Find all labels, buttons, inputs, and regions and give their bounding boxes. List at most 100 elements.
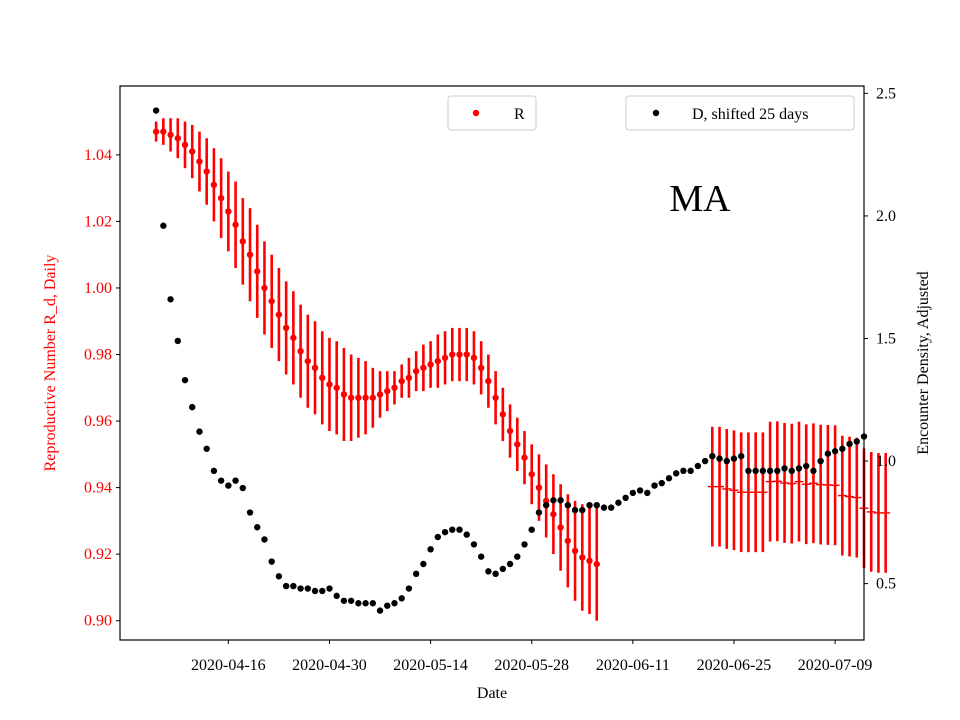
r-point: [232, 221, 239, 228]
d-point: [571, 506, 579, 514]
d-point: [311, 587, 319, 595]
legend-d: D, shifted 25 days: [625, 95, 855, 131]
d-point: [738, 452, 745, 460]
d-point: [831, 448, 839, 455]
d-point: [752, 467, 759, 475]
r-point: [528, 471, 535, 478]
r-point: [376, 391, 384, 398]
r-point: [391, 384, 398, 391]
r-point: [246, 251, 254, 258]
right-y-axis-label: Encounter Density, Adjusted: [915, 271, 932, 454]
d-point: [622, 494, 629, 502]
r-point: [586, 557, 593, 565]
d-point: [225, 482, 232, 489]
d-point: [672, 470, 680, 477]
d-point: [506, 560, 514, 568]
d-point: [607, 504, 615, 511]
d-point: [579, 506, 586, 514]
left-y-tick-label: 1.00: [84, 280, 112, 297]
d-point: [347, 597, 355, 604]
r-series-layer: [152, 118, 891, 621]
right-y-tick-label: 0.5: [876, 576, 896, 593]
r-point: [304, 357, 312, 365]
left-y-tick-label: 0.98: [84, 347, 112, 364]
d-point: [398, 595, 405, 602]
d-point: [795, 465, 803, 472]
d-point: [709, 452, 716, 460]
r-point: [398, 377, 405, 385]
d-point: [449, 526, 456, 533]
d-point: [803, 462, 810, 470]
d-point: [420, 560, 427, 568]
x-axis-label: Date: [477, 685, 507, 702]
legend-d-label: D, shifted 25 days: [692, 106, 808, 123]
d-point: [319, 587, 326, 595]
r-point: [593, 560, 600, 568]
r-point: [261, 284, 268, 292]
d-point: [651, 482, 658, 489]
r-point: [499, 411, 507, 418]
d-point: [550, 497, 557, 504]
d-point: [477, 553, 485, 560]
d-point: [687, 467, 694, 475]
d-point: [189, 403, 196, 411]
r-point: [282, 324, 290, 332]
d-point: [781, 465, 788, 472]
r-point: [174, 135, 181, 142]
r-point: [477, 364, 485, 372]
r-point: [181, 141, 189, 149]
d-point: [680, 467, 687, 475]
d-point: [492, 570, 499, 578]
r-point: [326, 381, 333, 388]
right-y-tick-label: 2.5: [876, 85, 896, 102]
left-y-tick-label: 0.90: [84, 613, 112, 630]
d-point: [384, 602, 391, 609]
d-point: [405, 585, 413, 592]
r-point: [384, 387, 391, 395]
right-y-tick-label: 1.0: [876, 453, 896, 470]
d-point: [434, 533, 442, 541]
r-point: [210, 181, 218, 189]
d-point: [629, 489, 637, 497]
r-point: [420, 364, 427, 372]
d-point: [528, 526, 535, 533]
d-point: [297, 585, 304, 592]
legend-r-label: R: [514, 106, 525, 123]
d-point: [846, 440, 853, 448]
d-point: [456, 526, 463, 533]
d-point: [152, 107, 160, 114]
d-point: [723, 457, 730, 465]
r-point: [412, 367, 420, 375]
legend-d-marker: [652, 109, 660, 117]
d-point: [174, 337, 181, 345]
r-point: [550, 511, 557, 518]
r-point: [254, 268, 261, 275]
d-point: [514, 553, 521, 560]
d-point: [600, 504, 608, 511]
r-point: [297, 347, 304, 355]
r-point: [239, 238, 246, 245]
plot-frame: [119, 85, 865, 641]
d-point: [774, 467, 781, 475]
d-point: [290, 582, 297, 590]
d-point: [203, 445, 210, 452]
r-point: [579, 554, 586, 561]
d-point: [181, 376, 189, 384]
left-y-tick-label: 1.04: [84, 147, 112, 164]
right-y-axis: 0.5 1.0 1.5 2.0 2.5: [864, 85, 896, 593]
r-point: [152, 128, 160, 135]
d-point: [391, 600, 398, 607]
d-point: [644, 489, 651, 497]
r-point: [506, 427, 514, 435]
d-point: [232, 477, 239, 484]
d-point: [499, 565, 507, 573]
d-point: [665, 475, 673, 482]
legend-r-marker: [472, 109, 480, 117]
left-y-axis-label: Reproductive Number R_d, Daily: [42, 255, 59, 472]
d-point: [463, 531, 470, 538]
r-point: [290, 334, 297, 342]
d-point: [586, 501, 593, 509]
d-point: [564, 501, 572, 509]
r-point: [362, 394, 369, 401]
